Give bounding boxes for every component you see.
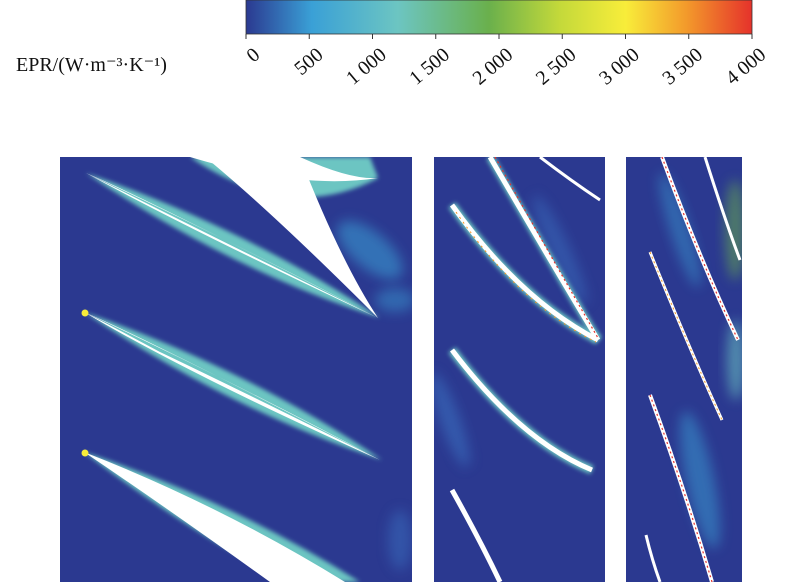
blade-edge-hotspot <box>455 211 597 343</box>
colorbar: 0 500 1 000 1 500 2 000 2 500 3 000 3 500 4 000 <box>242 0 770 89</box>
wake-region <box>659 172 701 288</box>
blade-edge-hotspot <box>661 157 739 341</box>
panel-3 <box>626 157 742 582</box>
blade <box>487 157 601 342</box>
blade <box>449 203 600 343</box>
blade <box>450 348 593 473</box>
blade-edge-hotspot <box>494 157 599 339</box>
colorbar-tick-label: 3 500 <box>658 44 707 90</box>
blade <box>703 157 742 261</box>
blade <box>648 394 714 582</box>
leading-edge-hotspot <box>81 449 89 457</box>
wake-region <box>388 510 412 570</box>
colorbar-ticks: 0 500 1 000 1 500 2 000 2 500 3 000 3 500 4 000 <box>242 34 770 89</box>
colorbar-tick-label: 2 000 <box>469 44 518 90</box>
blade <box>84 452 345 582</box>
blade <box>644 534 662 582</box>
blade <box>648 251 724 421</box>
colorbar-title: EPR/(W·m⁻³·K⁻¹) <box>16 54 167 76</box>
wake-region <box>727 320 742 400</box>
colorbar-gradient <box>245 0 753 35</box>
blade-glow <box>86 173 380 318</box>
wake-region <box>533 195 587 305</box>
colorbar-tick-label: 2 500 <box>532 44 581 90</box>
colorbar-tick-label: 1 500 <box>405 44 454 90</box>
blade-glow <box>84 312 382 460</box>
panel-1 <box>60 157 412 582</box>
leading-edge-hotspot <box>81 309 89 317</box>
blade <box>205 157 378 318</box>
wake-region <box>434 372 470 468</box>
colorbar-tick-label: 1 000 <box>342 44 391 90</box>
colorbar-tick-label: 0 <box>242 44 264 67</box>
blade <box>539 157 601 202</box>
colorbar-tick-label: 4 000 <box>722 44 771 90</box>
wake-region <box>375 288 412 312</box>
colorbar-tick-label: 500 <box>290 44 327 80</box>
wake-region <box>680 411 720 549</box>
blade <box>449 488 503 582</box>
panel-2 <box>434 157 605 582</box>
colorbar-tick-label: 3 000 <box>595 44 644 90</box>
wake-region <box>337 220 403 280</box>
